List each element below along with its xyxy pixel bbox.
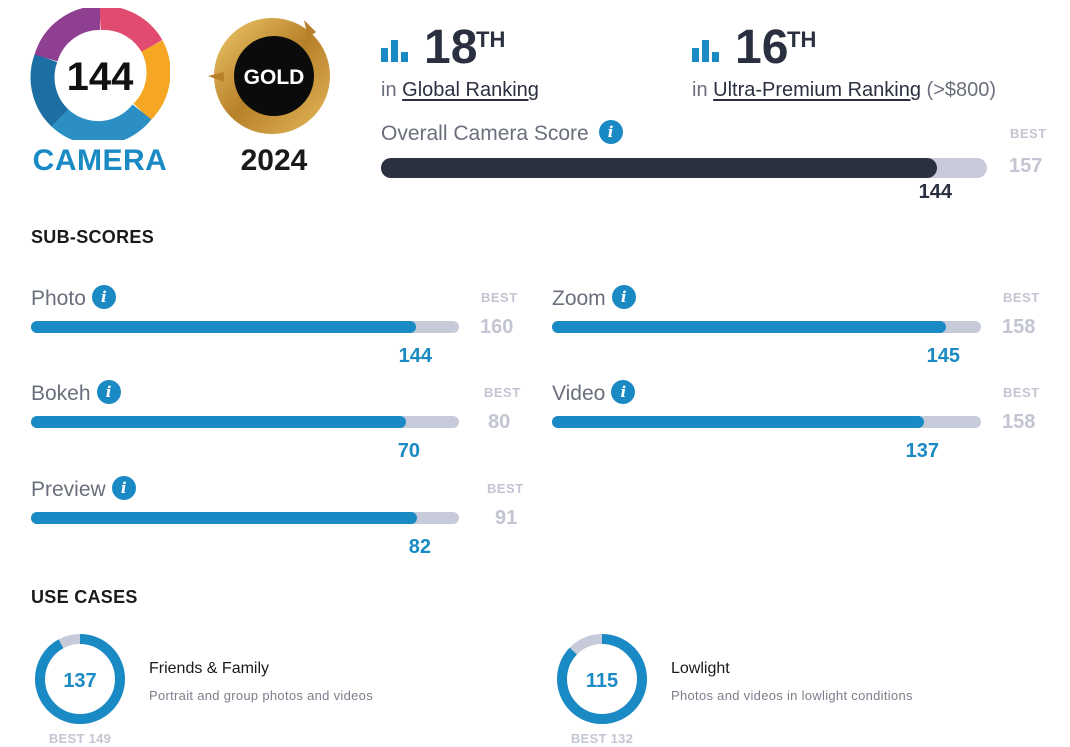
sub-score-label-preview: Preview i <box>31 476 136 502</box>
gold-label-badge: GOLD <box>208 18 330 134</box>
segment-rank-number: 16 <box>735 21 789 74</box>
best-value: 80 <box>488 411 511 433</box>
info-icon[interactable]: i <box>91 285 116 310</box>
best-label: BEST <box>1003 385 1040 400</box>
sub-score-label-bokeh: Bokeh i <box>31 380 121 406</box>
sub-score-value-video: 137 <box>905 440 939 462</box>
sub-score-label-photo: Photo i <box>31 285 116 311</box>
overall-best-label: BEST <box>1010 126 1047 141</box>
segment-ranking-link[interactable]: Ultra-Premium Ranking <box>713 79 921 101</box>
sub-score-value-photo: 144 <box>398 345 432 367</box>
global-rank-line: in Global Ranking <box>381 79 539 102</box>
global-rank-suffix: TH <box>476 27 506 52</box>
camera-score-badge: 144 <box>30 8 170 140</box>
camera-badge-caption: CAMERA <box>32 144 168 177</box>
use-case-title-friends-family: Friends & Family <box>149 660 270 677</box>
use-case-score-friends-family: 137 <box>63 670 97 692</box>
best-label: BEST <box>487 481 524 496</box>
sub-score-label-video: Video i <box>552 380 636 406</box>
segment-rank-line: in Ultra-Premium Ranking (>$800) <box>692 79 996 102</box>
camera-badge-score: 144 <box>67 55 134 99</box>
sub-score-fill-photo <box>31 321 417 333</box>
sub-score-fill-zoom <box>552 321 946 333</box>
sub-scores-title: SUB-SCORES <box>31 227 155 247</box>
sub-score-name: Bokeh <box>31 382 91 405</box>
best-label: BEST <box>1003 290 1040 305</box>
global-ranking-link[interactable]: Global Ranking <box>402 79 539 101</box>
info-icon[interactable]: i <box>598 120 623 145</box>
info-icon[interactable]: i <box>611 285 636 310</box>
overall-score-value: 144 <box>918 181 952 203</box>
sub-score-value-bokeh: 70 <box>397 440 420 462</box>
use-case-title-lowlight: Lowlight <box>671 660 730 677</box>
best-value: 158 <box>1002 316 1036 338</box>
info-icon[interactable]: i <box>611 380 636 405</box>
overall-score-fill <box>381 158 937 178</box>
badge-year: 2024 <box>240 144 308 177</box>
sub-score-fill-bokeh <box>31 416 406 428</box>
overall-score-bar <box>381 158 987 178</box>
sub-score-name: Photo <box>31 287 86 310</box>
ranking-bars-icon <box>692 38 724 62</box>
segment-price-note: (>$800) <box>926 79 997 101</box>
global-rank-number: 18 <box>424 21 478 74</box>
info-icon[interactable]: i <box>96 380 121 405</box>
gold-badge-label: GOLD <box>244 66 305 89</box>
use-case-ring-lowlight <box>557 634 647 724</box>
use-case-score-lowlight: 115 <box>585 670 619 692</box>
sub-score-name: Zoom <box>552 287 606 310</box>
overall-score-label: Overall Camera Score i <box>381 120 623 146</box>
use-case-desc-lowlight: Photos and videos in lowlight conditions <box>671 688 913 703</box>
sub-score-bar-bokeh <box>31 416 459 428</box>
sub-score-value-preview: 82 <box>408 536 431 558</box>
best-value: 91 <box>495 507 518 529</box>
ranking-bars-icon <box>381 38 413 62</box>
best-label: BEST <box>481 290 518 305</box>
segment-rank-prefix: in <box>692 79 708 101</box>
overall-best-value: 157 <box>1009 155 1043 177</box>
use-case-ring-friends-family <box>35 634 125 724</box>
use-case-best-friends-family: BEST 149 <box>48 731 112 746</box>
sub-score-fill-preview <box>31 512 417 524</box>
info-icon[interactable]: i <box>111 476 136 501</box>
sub-score-name: Preview <box>31 478 106 501</box>
use-case-best-lowlight: BEST 132 <box>570 731 634 746</box>
sub-score-fill-video <box>552 416 924 428</box>
best-value: 158 <box>1002 411 1036 433</box>
sub-score-bar-preview <box>31 512 459 524</box>
use-case-desc-friends-family: Portrait and group photos and videos <box>149 688 373 703</box>
best-label: BEST <box>484 385 521 400</box>
sub-score-bar-video <box>552 416 981 428</box>
segment-rank-suffix: TH <box>787 27 817 52</box>
global-rank-prefix: in <box>381 79 397 101</box>
sub-score-bar-photo <box>31 321 459 333</box>
use-cases-title: USE CASES <box>31 587 138 607</box>
best-value: 160 <box>480 316 514 338</box>
sub-score-bar-zoom <box>552 321 981 333</box>
sub-score-label-zoom: Zoom i <box>552 285 636 311</box>
overall-score-text: Overall Camera Score <box>381 122 589 145</box>
sub-score-value-zoom: 145 <box>926 345 960 367</box>
sub-score-name: Video <box>552 382 606 405</box>
